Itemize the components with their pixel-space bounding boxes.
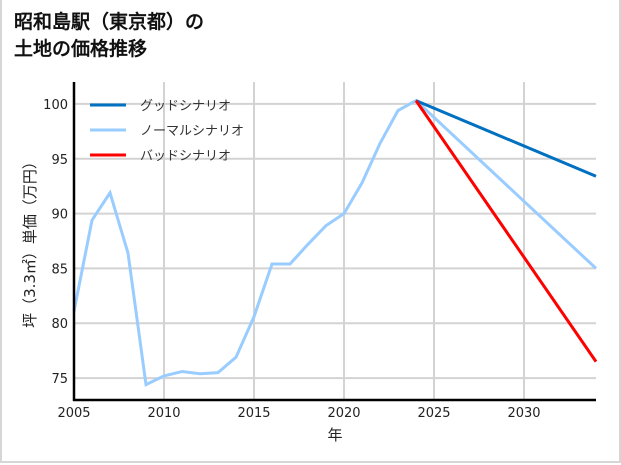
y-tick-label: 90 — [51, 208, 68, 223]
chart-title-line1: 昭和島駅（東京都）の — [14, 11, 205, 33]
series-lines — [72, 98, 598, 387]
x-axis-label: 年 — [327, 426, 342, 444]
y-axis-label: 坪（3.3㎡）単価（万円） — [21, 154, 39, 328]
y-tick-label: 85 — [51, 262, 68, 277]
tick-labels: 2005 2010 2015 2020 2025 2030 75 80 85 90 95 100 — [43, 98, 540, 421]
x-tick-label: 2030 — [507, 406, 540, 421]
x-tick-label: 2010 — [147, 406, 180, 421]
legend-label: ノーマルシナリオ — [140, 124, 244, 139]
series-line — [414, 99, 598, 363]
chart-title-line2: 土地の価格推移 — [14, 38, 148, 60]
y-tick-label: 80 — [51, 317, 68, 332]
x-tick-label: 2020 — [327, 406, 360, 421]
x-tick-label: 2025 — [417, 406, 450, 421]
axes — [72, 82, 596, 402]
legend-label: バッドシナリオ — [140, 149, 231, 164]
y-tick-label: 75 — [51, 372, 68, 387]
chart-title: 昭和島駅（東京都）の 土地の価格推移 — [14, 9, 204, 63]
legend-label: グッドシナリオ — [140, 99, 231, 114]
series-line — [415, 99, 597, 178]
y-tick-label: 95 — [51, 153, 68, 168]
x-tick-label: 2005 — [57, 406, 90, 421]
series-line — [72, 98, 598, 387]
y-tick-label: 100 — [43, 98, 68, 113]
x-tick-label: 2015 — [237, 406, 270, 421]
